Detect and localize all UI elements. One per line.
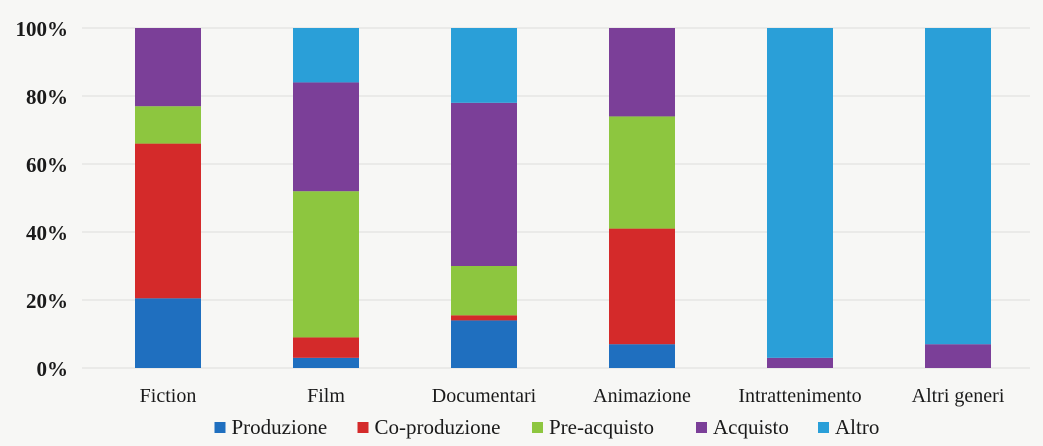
bar-segment-acquisto — [767, 357, 833, 368]
legend-swatch — [532, 422, 543, 433]
legend-label: Produzione — [232, 415, 328, 439]
bar-segment-pre-acquisto — [135, 106, 201, 144]
bar-segment-co-produzione — [135, 143, 201, 299]
bar-segment-produzione — [609, 344, 675, 368]
bar-segment-acquisto — [293, 82, 359, 192]
bar-segment-pre-acquisto — [293, 191, 359, 338]
bar-segment-pre-acquisto — [609, 116, 675, 229]
bar-segment-pre-acquisto — [451, 266, 517, 316]
legend-swatch — [357, 422, 369, 433]
bar-segment-produzione — [135, 298, 201, 368]
bar-segment-altro — [925, 28, 991, 345]
bar-segment-acquisto — [609, 28, 675, 117]
x-category-label: Animazione — [593, 385, 691, 407]
bar-segment-altro — [293, 28, 359, 83]
legend-label: Co-produzione — [375, 415, 501, 439]
x-category-label: Documentari — [432, 385, 537, 407]
gridlines — [82, 27, 1030, 369]
legend-label: Altro — [835, 415, 879, 439]
bar-segment-acquisto — [135, 28, 201, 107]
legend-label: Pre-acquisto — [549, 415, 654, 439]
bar-segment-produzione — [451, 320, 517, 368]
bar-segment-acquisto — [925, 344, 991, 368]
bar-segment-acquisto — [451, 102, 517, 266]
bar-segment-altro — [451, 28, 517, 103]
legend-swatch — [818, 422, 829, 433]
x-axis: Fiction Film Documentari Animazione Intratte… — [140, 385, 1005, 407]
bars — [135, 28, 991, 368]
y-tick-label: 0% — [37, 357, 69, 381]
legend-swatch — [696, 422, 707, 433]
bar-segment-produzione — [293, 357, 359, 368]
x-category-label: Film — [307, 385, 345, 407]
y-tick-label: 80% — [26, 85, 68, 109]
legend-swatch — [214, 422, 226, 433]
y-axis: 0% 20% 40% 60% 80% 100% — [16, 17, 69, 381]
x-category-label: Altri generi — [912, 385, 1005, 407]
y-tick-label: 40% — [26, 221, 68, 245]
x-category-label: Fiction — [140, 385, 197, 407]
y-tick-label: 60% — [26, 153, 68, 177]
legend-label: Acquisto — [713, 415, 789, 439]
y-tick-label: 100% — [16, 17, 69, 41]
bar-segment-co-produzione — [609, 228, 675, 345]
bar-segment-altro — [767, 28, 833, 358]
legend: Produzione Co-produzione Pre-acquisto Acqui… — [214, 415, 879, 439]
x-category-label: Intrattenimento — [738, 385, 861, 407]
bar-segment-co-produzione — [451, 315, 517, 321]
y-tick-label: 20% — [26, 289, 68, 313]
bar-segment-co-produzione — [293, 337, 359, 358]
